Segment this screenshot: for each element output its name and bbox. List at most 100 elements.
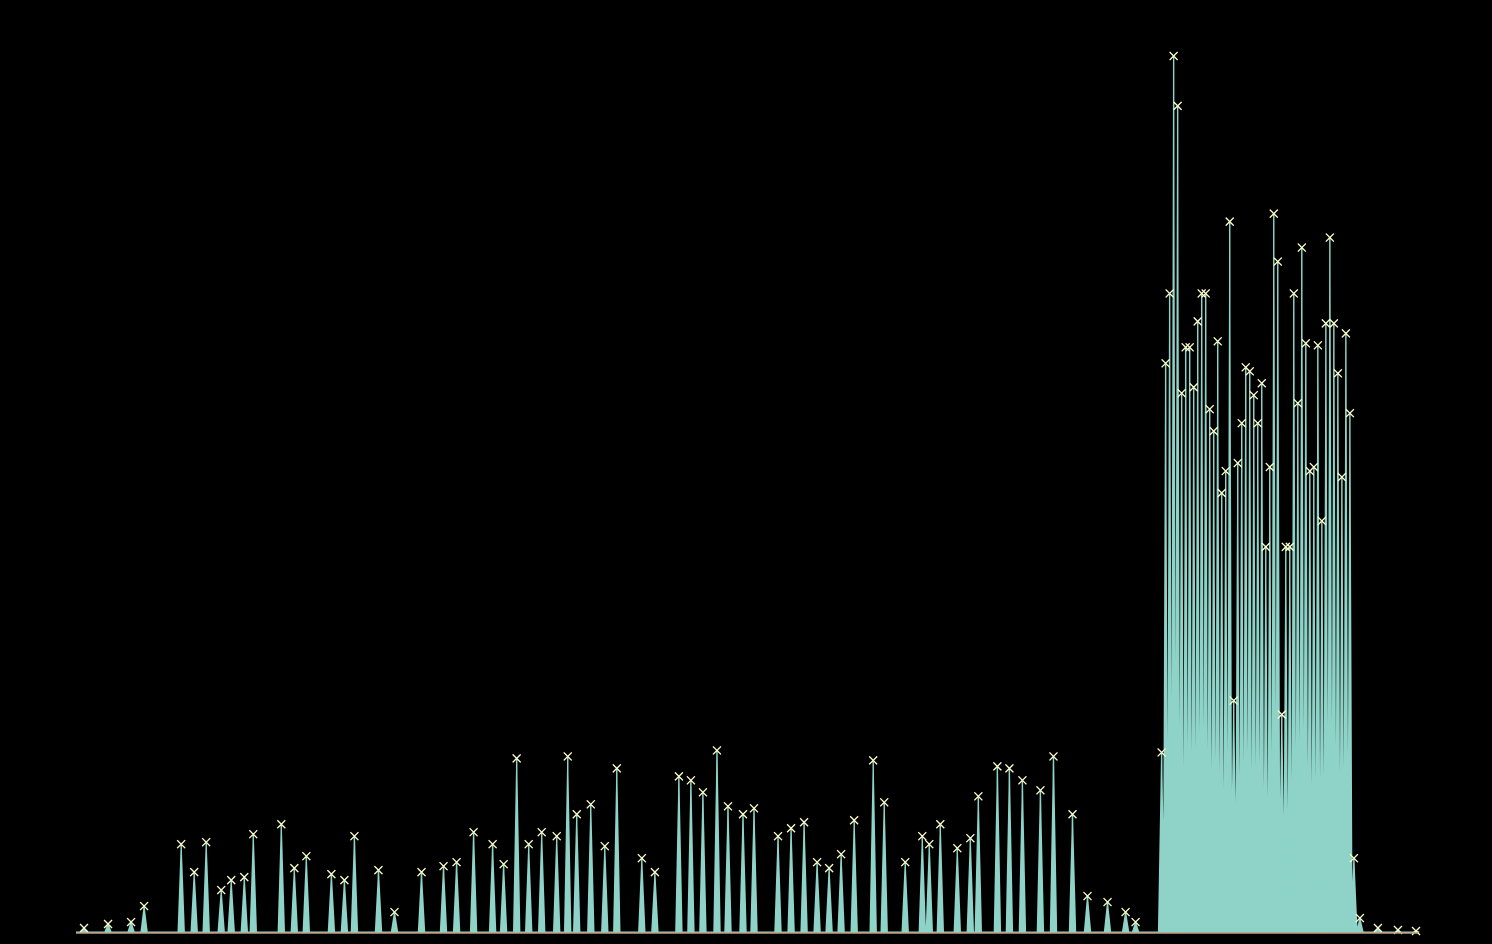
data-point-marker-113 (1333, 368, 1343, 378)
data-point-marker-38 (698, 787, 708, 797)
data-point-marker-19 (417, 867, 426, 877)
data-point-marker-72 (1169, 51, 1179, 61)
data-point-marker-77 (1189, 382, 1199, 392)
data-point-marker-13 (301, 851, 311, 861)
data-point-marker-109 (1317, 516, 1327, 526)
data-point-marker-23 (488, 839, 498, 849)
data-point-marker-69 (1157, 747, 1167, 757)
data-point-marker-89 (1237, 418, 1247, 428)
data-point-marker-15 (339, 875, 349, 885)
marker-layer (79, 51, 1421, 936)
data-point-marker-112 (1329, 318, 1339, 328)
data-point-marker-100 (1281, 542, 1291, 552)
data-point-marker-79 (1197, 288, 1207, 298)
data-point-marker-107 (1309, 462, 1319, 472)
data-point-marker-8 (226, 875, 236, 885)
data-point-marker-53 (917, 831, 927, 841)
data-point-marker-4 (176, 839, 186, 849)
data-point-marker-85 (1221, 466, 1231, 476)
data-point-marker-61 (1017, 775, 1027, 785)
data-point-marker-108 (1313, 340, 1323, 350)
data-point-marker-115 (1341, 328, 1351, 338)
data-point-marker-84 (1217, 488, 1227, 498)
data-point-marker-99 (1277, 710, 1287, 719)
data-point-marker-74 (1177, 388, 1187, 398)
data-point-marker-104 (1297, 243, 1307, 253)
area-fill (76, 55, 1420, 933)
data-point-marker-64 (1068, 809, 1077, 819)
data-point-marker-87 (1229, 696, 1239, 705)
data-point-marker-76 (1185, 342, 1195, 352)
data-point-marker-41 (738, 809, 748, 819)
data-point-marker-95 (1261, 542, 1271, 552)
data-point-marker-5 (189, 867, 199, 877)
data-point-marker-73 (1173, 101, 1183, 111)
data-point-marker-46 (812, 857, 822, 867)
data-point-marker-55 (935, 819, 945, 829)
data-point-marker-24 (499, 859, 509, 869)
data-point-marker-40 (723, 801, 733, 811)
data-point-marker-18 (390, 907, 399, 917)
data-point-marker-42 (749, 803, 759, 813)
data-point-marker-94 (1257, 378, 1267, 388)
data-point-marker-14 (326, 869, 336, 879)
data-point-marker-51 (879, 797, 889, 807)
data-point-marker-98 (1273, 257, 1283, 266)
data-point-marker-59 (992, 761, 1002, 771)
data-point-marker-1 (103, 919, 113, 929)
data-point-marker-12 (289, 863, 299, 873)
data-point-marker-83 (1213, 336, 1223, 346)
data-point-marker-7 (216, 885, 226, 895)
data-point-marker-58 (973, 791, 983, 801)
data-point-marker-68 (1131, 917, 1141, 927)
data-point-marker-10 (248, 829, 258, 839)
data-point-marker-119 (1373, 923, 1383, 933)
data-point-marker-114 (1337, 472, 1347, 482)
data-point-marker-30 (572, 809, 582, 819)
data-point-marker-47 (824, 863, 834, 873)
data-point-marker-31 (586, 799, 596, 809)
data-point-marker-118 (1355, 913, 1365, 923)
data-point-marker-29 (563, 751, 573, 761)
data-point-marker-101 (1285, 542, 1295, 552)
data-point-marker-96 (1265, 462, 1275, 472)
data-point-marker-50 (868, 755, 878, 765)
data-point-marker-103 (1293, 398, 1303, 408)
data-point-marker-117 (1349, 853, 1359, 863)
data-point-marker-49 (849, 815, 859, 825)
data-point-marker-102 (1289, 288, 1299, 298)
data-point-marker-82 (1209, 426, 1219, 436)
data-point-marker-75 (1181, 342, 1191, 352)
data-point-marker-6 (201, 837, 211, 847)
data-point-marker-37 (686, 775, 696, 785)
data-point-marker-92 (1249, 390, 1259, 400)
data-point-marker-32 (600, 841, 610, 851)
data-point-marker-111 (1325, 233, 1335, 243)
data-point-marker-97 (1269, 209, 1279, 219)
data-point-marker-71 (1165, 288, 1175, 298)
data-point-marker-110 (1321, 318, 1331, 328)
data-point-marker-57 (965, 833, 975, 843)
data-point-marker-25 (512, 753, 522, 763)
data-point-marker-20 (439, 861, 449, 871)
area-layer (76, 55, 1420, 933)
data-point-marker-54 (924, 839, 934, 849)
data-point-marker-67 (1121, 907, 1131, 917)
data-point-marker-52 (900, 857, 910, 867)
data-point-marker-16 (349, 831, 359, 841)
data-point-marker-45 (799, 817, 809, 827)
data-point-marker-105 (1301, 338, 1311, 348)
data-point-marker-39 (712, 745, 722, 755)
data-point-marker-48 (836, 849, 846, 859)
data-point-marker-56 (952, 843, 962, 853)
data-point-marker-65 (1083, 891, 1092, 901)
data-point-marker-0 (79, 923, 89, 933)
data-point-marker-80 (1201, 288, 1211, 298)
data-point-marker-22 (469, 827, 479, 837)
data-point-marker-21 (452, 857, 462, 867)
data-point-marker-93 (1253, 418, 1263, 428)
data-point-marker-70 (1161, 358, 1171, 368)
data-point-marker-33 (612, 763, 622, 773)
data-point-marker-86 (1225, 217, 1235, 227)
